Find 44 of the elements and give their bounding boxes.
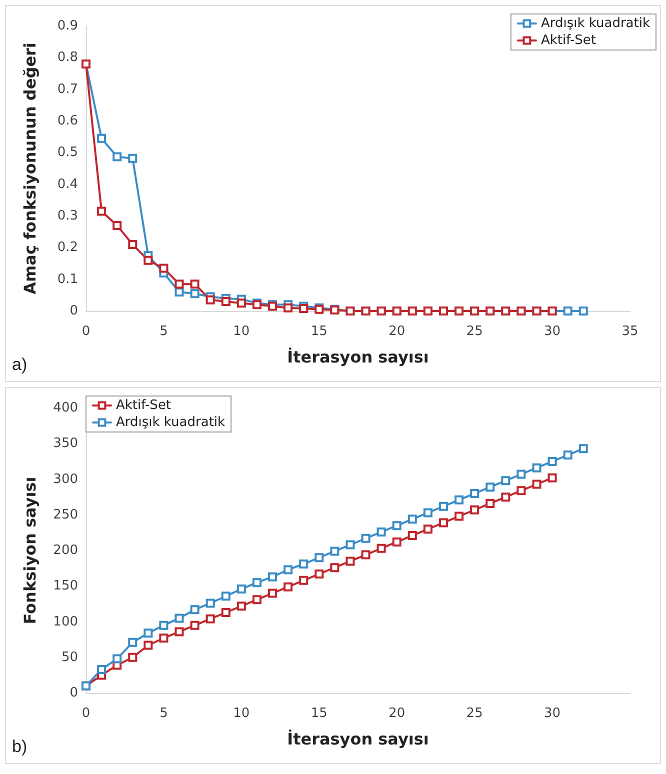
legend-label: Ardışık kuadratik: [540, 16, 650, 31]
y-tick-label: 0.3: [57, 208, 78, 224]
legend-label: Ardışık kuadratik: [116, 415, 226, 430]
y-tick-label: 0.6: [57, 114, 78, 128]
x-tick-label: 15: [310, 706, 328, 721]
y-tick-label: 300: [53, 472, 78, 487]
y-tick-label: 0.7: [57, 82, 78, 97]
legend-label: Aktif-Set: [540, 33, 596, 48]
y-tick-label: 0.2: [57, 240, 78, 256]
y-tick-label: 50: [61, 650, 78, 665]
y-tick-label: 400: [53, 400, 78, 416]
y-axis-title: Fonksiyon sayısı: [20, 476, 40, 624]
y-tick-label: 150: [53, 578, 78, 594]
y-tick-label: 0.1: [57, 272, 78, 287]
y-tick-label: 0.8: [57, 50, 78, 66]
y-tick-label: 0: [70, 304, 78, 318]
x-tick-label: 25: [466, 324, 483, 339]
text: b): [12, 737, 28, 757]
x-axis-title: İterasyon sayısı: [287, 730, 429, 748]
x-tick-label: 15: [310, 324, 328, 339]
x-tick-label: 5: [160, 706, 168, 721]
y-axis-title: Amaç fonksiyonunun değeri: [20, 42, 40, 294]
x-tick-label: 0: [82, 706, 90, 721]
legend-label: Aktif-Set: [116, 398, 172, 413]
y-tick-label: 0.5: [57, 145, 78, 160]
x-axis-title: İterasyon sayısı: [287, 348, 429, 366]
x-tick-label: 20: [388, 324, 406, 339]
x-tick-label: 10: [233, 706, 250, 721]
x-tick-label: 30: [544, 324, 561, 339]
text: a): [12, 355, 28, 375]
x-tick-label: 20: [388, 706, 406, 721]
y-tick-label: 200: [53, 543, 78, 558]
x-tick-label: 35: [622, 324, 638, 339]
y-tick-label: 0.4: [57, 176, 78, 192]
y-tick-label: 250: [53, 507, 78, 522]
x-tick-label: 10: [233, 324, 250, 339]
x-tick-label: 0: [82, 324, 90, 339]
y-tick-label: 350: [53, 436, 78, 452]
y-tick-label: 0: [70, 686, 78, 700]
x-tick-label: 25: [466, 706, 483, 721]
x-tick-label: 5: [160, 324, 168, 339]
y-tick-label: 100: [53, 614, 78, 630]
x-tick-label: 30: [544, 706, 561, 721]
y-tick-label: 0.9: [57, 18, 78, 34]
